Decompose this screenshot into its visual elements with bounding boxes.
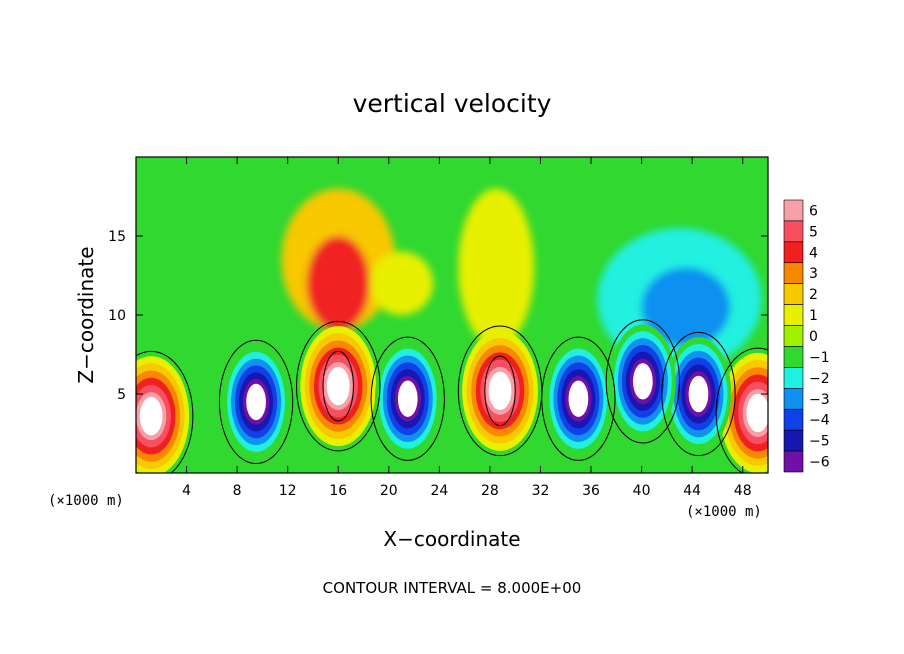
colorbar-swatch-3 [783,262,804,284]
contour-outer-5 [218,339,294,465]
x-tick-label-16: 16 [329,483,347,499]
colorbar-swatch-10 [783,408,804,431]
colorbar-label-5: 1 [809,308,818,324]
colorbar-swatch-7 [783,346,804,368]
x-tick-label-44: 44 [683,483,701,499]
colorbar-label-3: 3 [809,266,818,282]
x-tick-label-36: 36 [582,483,600,499]
colorbar-label-12: −6 [809,455,830,471]
contour-interval-note: CONTOUR INTERVAL = 8.000E+00 [323,579,582,597]
y-axis-ticks: 5 10 15 [108,229,768,403]
x-tick-label-20: 20 [380,483,398,499]
velocity-cell-1 [136,356,190,473]
colorbar-label-6: 0 [809,329,818,345]
y-tick-label-5: 5 [117,387,126,403]
contour-outer-7 [541,336,616,461]
x-axis-ticks: 4 8 12 16 20 24 28 32 36 40 44 48 [182,157,752,499]
colorbar: 6 5 4 3 2 1 0 −1 −2 −3 −4 −5 −6 [783,199,830,473]
x-axis-unit-right: (×1000 m) [686,504,762,520]
contour-outer-6 [370,336,445,461]
contour-inner-2 [322,350,354,422]
x-tick-label-48: 48 [734,483,752,499]
colorbar-swatch-5 [783,304,804,326]
x-axis-unit-left: (×1000 m) [48,493,124,509]
velocity-cell-2 [300,326,377,447]
chart-title: vertical velocity [353,89,552,118]
colorbar-swatch-2 [783,241,804,264]
colorbar-label-2: 4 [809,245,818,261]
x-tick-label-12: 12 [279,483,297,499]
x-tick-label-28: 28 [481,483,499,499]
colorbar-swatch-8 [783,367,804,389]
y-tick-label-10: 10 [108,308,126,324]
colorbar-label-1: 5 [809,224,818,240]
colorbar-swatch-0 [783,199,804,222]
x-tick-label-24: 24 [430,483,448,499]
colorbar-label-4: 2 [809,287,818,303]
x-tick-label-4: 4 [182,483,191,499]
contour-outer-4 [715,347,768,473]
contour-outer-1 [136,350,194,473]
y-tick-label-15: 15 [108,229,126,245]
colorbar-label-8: −2 [809,371,830,387]
velocity-cell-5 [223,345,289,459]
colorbar-swatch-1 [783,220,804,243]
colorbar-swatch-11 [783,429,804,452]
contour-outer-8 [661,331,736,457]
velocity-cell-8 [665,337,732,451]
velocity-cell-3 [462,330,538,451]
colorbar-label-10: −4 [809,413,830,429]
velocity-cell-6 [374,341,441,456]
velocity-cell-7 [545,341,612,456]
velocity-cell-9 [610,324,676,439]
colorbar-swatch-6 [783,325,804,347]
colorbar-swatch-9 [783,388,804,410]
contour-inner-3 [484,355,516,427]
x-axis-label: X−coordinate [383,527,520,551]
x-tick-label-8: 8 [233,483,242,499]
colorbar-label-7: −1 [809,350,830,366]
colorbar-label-9: −3 [809,392,830,408]
colorbar-label-11: −5 [809,434,830,450]
velocity-field [136,157,768,473]
contour-outer-2 [296,320,381,452]
y-axis-label: Z−coordinate [74,246,98,383]
colorbar-label-0: 6 [809,203,818,219]
colorbar-swatch-12 [783,450,804,473]
x-tick-label-32: 32 [532,483,550,499]
upper-field-shading [281,188,762,371]
colorbar-swatch-4 [783,283,804,305]
x-tick-label-40: 40 [633,483,651,499]
contour-outer-9 [605,319,681,444]
contour-lines [136,319,768,473]
